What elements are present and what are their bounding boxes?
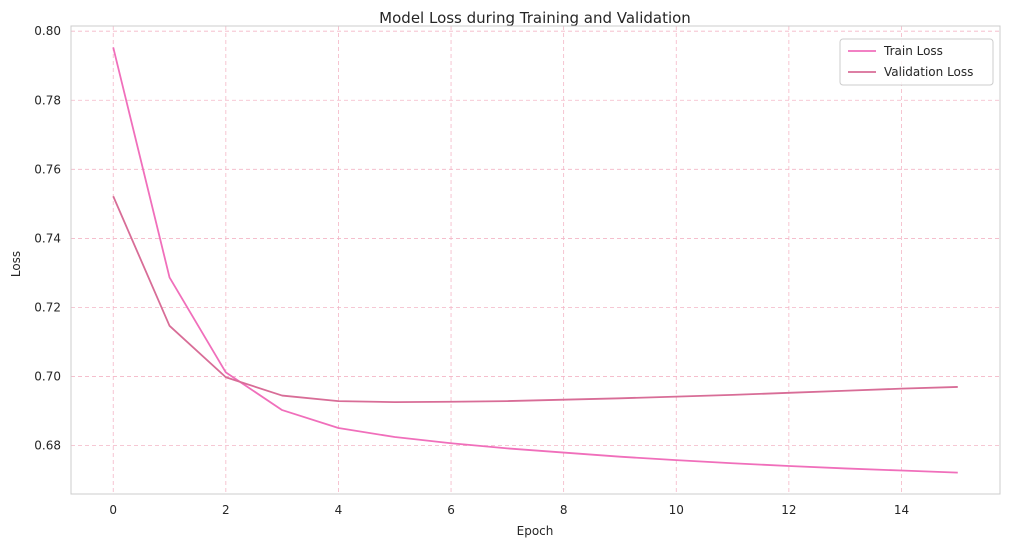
legend-label: Train Loss: [883, 44, 943, 58]
y-tick-label: 0.74: [34, 231, 61, 245]
y-tick-label: 0.68: [34, 439, 61, 453]
legend: Train Loss Validation Loss: [839, 38, 994, 86]
series-line-train-loss: [112, 47, 958, 474]
x-tick-label: 12: [781, 503, 796, 517]
series-line-validation-loss: [112, 195, 958, 404]
chart-title: Model Loss during Training and Validatio…: [379, 9, 691, 27]
y-tick-label: 0.72: [34, 300, 61, 314]
x-tick-label: 14: [894, 503, 909, 517]
grid: [71, 26, 1000, 494]
x-tick-label: 2: [222, 503, 230, 517]
legend-box: [839, 38, 994, 86]
y-tick-label: 0.80: [34, 24, 61, 38]
x-axis-title: Epoch: [517, 524, 554, 538]
y-tick-label: 0.76: [34, 162, 61, 176]
plot-frame: [70, 25, 1001, 495]
x-tick-label: 0: [109, 503, 117, 517]
x-tick-label: 8: [560, 503, 568, 517]
series-lines: [112, 47, 958, 474]
x-tick-label: 6: [447, 503, 455, 517]
y-tick-labels: 0.68 0.70 0.72 0.74 0.76 0.78 0.80: [34, 24, 61, 452]
x-tick-label: 10: [669, 503, 684, 517]
y-axis-title: Loss: [9, 251, 23, 277]
x-tick-label: 4: [335, 503, 343, 517]
x-tick-labels: 0 2 4 6 8 10 12 14: [109, 503, 909, 517]
y-tick-label: 0.70: [34, 370, 61, 384]
legend-label: Validation Loss: [884, 65, 973, 79]
y-tick-label: 0.78: [34, 93, 61, 107]
